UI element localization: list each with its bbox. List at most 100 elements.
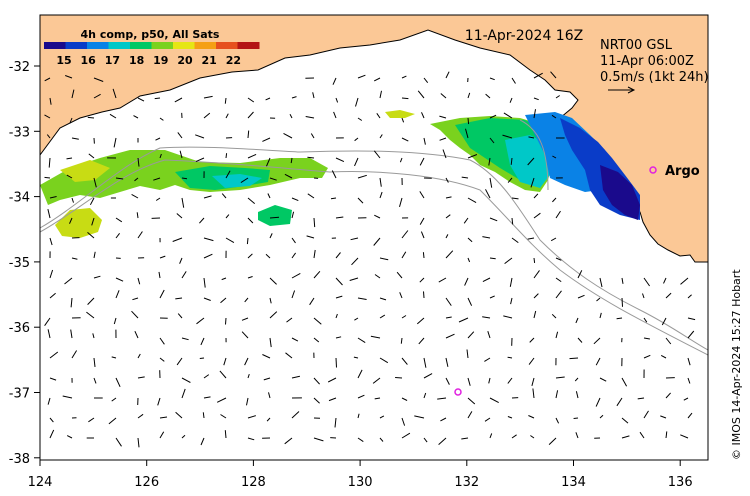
current-vector <box>687 357 691 366</box>
current-vector <box>335 295 343 299</box>
current-vector <box>461 437 469 440</box>
current-vector <box>291 237 296 244</box>
current-vector <box>159 337 165 345</box>
current-vector <box>573 417 579 419</box>
current-vector <box>401 75 407 79</box>
current-vector <box>291 197 299 202</box>
current-vector <box>665 392 671 399</box>
current-vector <box>401 251 407 259</box>
current-vector <box>220 297 227 304</box>
current-vector <box>263 377 271 381</box>
current-vector <box>284 173 293 179</box>
current-vector <box>49 351 59 359</box>
x-tick-label: 132 <box>454 475 479 490</box>
current-vector <box>643 354 651 359</box>
current-vector <box>533 72 543 79</box>
current-vector <box>247 97 255 103</box>
current-vector <box>423 77 429 84</box>
current-vector <box>134 177 139 182</box>
current-vector <box>172 237 183 242</box>
current-vector <box>307 193 315 199</box>
current-vector <box>637 397 645 400</box>
current-vector <box>401 315 407 319</box>
current-vector <box>357 297 367 300</box>
current-vector <box>374 214 381 219</box>
current-vector <box>533 212 541 219</box>
current-vector <box>181 377 191 383</box>
current-vector <box>575 391 579 399</box>
current-vector <box>269 177 277 181</box>
current-vector <box>285 352 293 359</box>
current-vector <box>115 277 124 282</box>
current-vector <box>225 170 231 179</box>
current-vector <box>247 253 253 259</box>
current-vector <box>555 417 560 424</box>
current-vector <box>577 270 583 279</box>
current-vector-field <box>44 71 696 448</box>
current-vector <box>373 150 381 159</box>
y-tick-label: -36 <box>9 321 30 336</box>
current-vector <box>115 232 120 239</box>
current-vector <box>555 290 562 299</box>
current-vector <box>71 89 75 99</box>
current-vector <box>159 117 164 121</box>
timestamp: 11-Apr-2024 16Z <box>465 28 583 44</box>
current-vector <box>306 235 315 239</box>
current-vector <box>439 137 447 141</box>
current-vector <box>115 377 121 388</box>
current-vector <box>265 97 271 101</box>
current-vector <box>533 310 537 319</box>
current-vector <box>445 357 449 367</box>
current-vector <box>244 297 249 303</box>
current-vector <box>111 356 117 359</box>
current-vector <box>351 257 359 266</box>
current-vector <box>401 97 409 100</box>
current-vector <box>401 432 411 439</box>
current-vector <box>87 232 95 239</box>
current-vector <box>181 434 186 439</box>
current-vector <box>503 112 513 119</box>
current-vector <box>335 157 345 163</box>
current-vector <box>379 134 383 139</box>
credit-label: © IMOS 14-Apr-2024 15:27 Hobart <box>730 269 743 460</box>
current-vector <box>467 297 473 306</box>
current-vector <box>593 337 601 345</box>
current-vector <box>440 417 447 422</box>
current-vector <box>137 413 144 419</box>
current-vector <box>219 370 227 379</box>
current-vector <box>639 431 645 439</box>
current-vector <box>599 277 603 288</box>
current-vector <box>353 356 359 359</box>
current-vector <box>379 177 382 187</box>
current-vector <box>196 317 205 325</box>
current-vector <box>70 329 73 339</box>
current-vector <box>445 214 451 219</box>
current-vector <box>203 396 211 399</box>
current-vector <box>247 111 254 119</box>
current-vector <box>48 157 51 168</box>
current-vector <box>131 310 139 319</box>
current-vector <box>291 211 295 219</box>
current-vector <box>528 415 535 419</box>
colorbar-swatch <box>173 42 195 49</box>
current-vector <box>269 297 272 304</box>
current-vector <box>262 354 271 359</box>
current-vector <box>159 431 165 439</box>
current-vector <box>313 317 322 325</box>
current-vector <box>176 357 183 366</box>
current-vector <box>423 291 425 299</box>
current-vector <box>246 397 249 406</box>
current-vector <box>643 317 648 323</box>
current-vector <box>399 197 403 208</box>
current-vector <box>687 330 695 339</box>
current-vector <box>421 112 425 119</box>
current-vector <box>616 317 623 320</box>
current-vector <box>335 336 342 339</box>
current-vector <box>621 417 629 424</box>
current-vector <box>680 434 689 439</box>
current-vector <box>401 417 406 426</box>
scale-arrowhead <box>627 86 636 94</box>
argo-float-marker-2 <box>454 388 462 396</box>
current-vector <box>555 257 562 261</box>
current-vector <box>181 271 187 279</box>
